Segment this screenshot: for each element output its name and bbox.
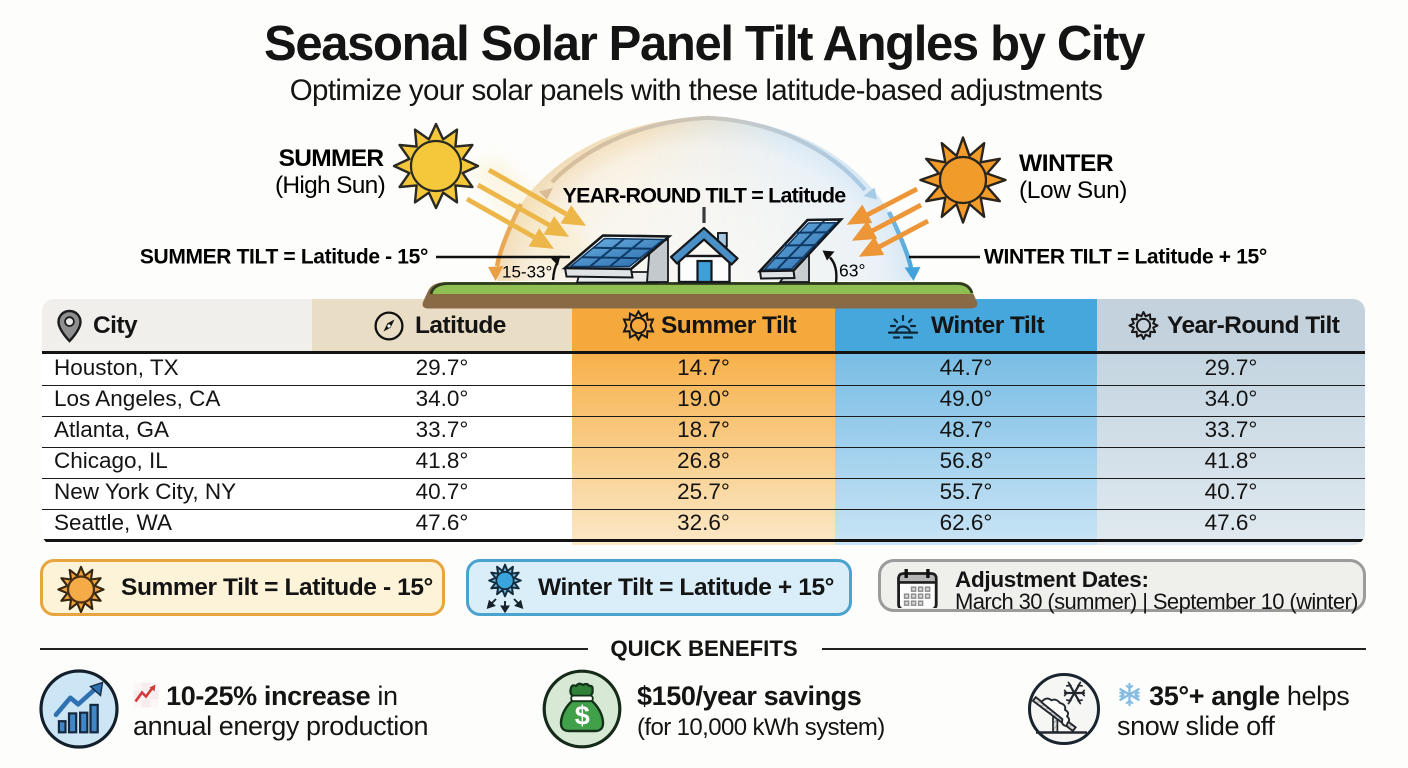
svg-text:SUMMER: SUMMER — [279, 145, 385, 172]
svg-text:(Low Sun): (Low Sun) — [1019, 177, 1127, 204]
svg-text:WINTER TILT = Latitude + 15°: WINTER TILT = Latitude + 15° — [984, 246, 1267, 269]
svg-text:(High Sun): (High Sun) — [275, 172, 385, 199]
svg-text:15-33°: 15-33° — [502, 263, 552, 282]
svg-text:WINTER: WINTER — [1019, 150, 1114, 177]
svg-text:$: $ — [575, 701, 590, 731]
svg-text:SUMMER TILT = Latitude - 15°: SUMMER TILT = Latitude - 15° — [140, 246, 428, 269]
svg-text:YEAR-ROUND TILT = Latitude: YEAR-ROUND TILT = Latitude — [563, 184, 847, 208]
svg-text:63°: 63° — [839, 261, 865, 281]
